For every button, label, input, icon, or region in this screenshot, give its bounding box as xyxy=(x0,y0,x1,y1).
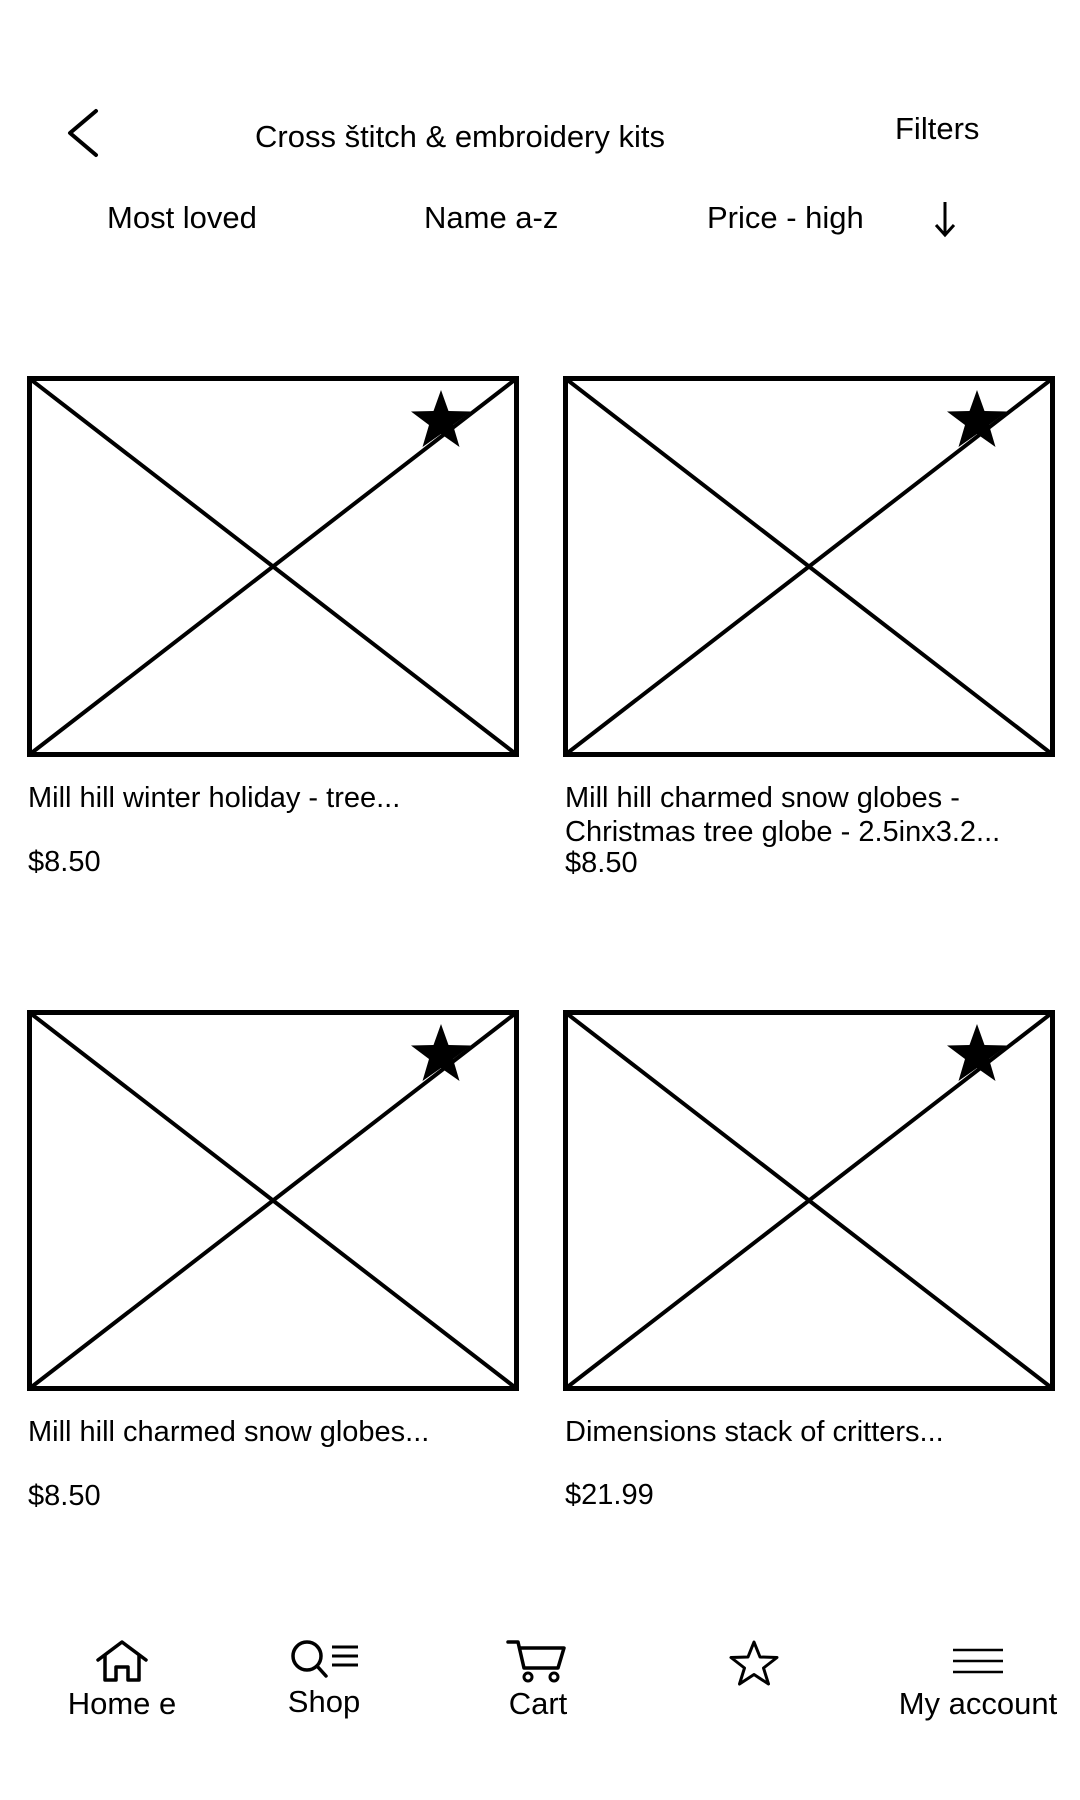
favorite-button[interactable] xyxy=(408,388,474,450)
product-price: $8.50 xyxy=(28,1480,101,1512)
product-name-line: Mill hill charmed snow globes - xyxy=(565,782,960,814)
nav-cart[interactable]: Cart xyxy=(478,1638,598,1722)
star-filled-icon xyxy=(947,390,1007,447)
image-placeholder-icon xyxy=(563,1010,1055,1391)
sort-direction-button[interactable] xyxy=(930,196,960,240)
product-image[interactable] xyxy=(27,1010,519,1391)
sort-most-loved[interactable]: Most loved xyxy=(107,200,257,235)
product-image[interactable] xyxy=(563,1010,1055,1391)
favorite-button[interactable] xyxy=(944,388,1010,450)
cart-icon xyxy=(478,1638,598,1684)
home-icon xyxy=(62,1638,182,1684)
product-image[interactable] xyxy=(563,376,1055,757)
sort-price-high[interactable]: Price - high xyxy=(707,200,864,235)
favorite-button[interactable] xyxy=(944,1022,1010,1084)
product-name[interactable]: Mill hill winter holiday - tree... xyxy=(28,782,401,814)
nav-account-label: My account xyxy=(898,1686,1058,1721)
image-placeholder-icon xyxy=(27,376,519,757)
nav-shop-label: Shop xyxy=(287,1684,361,1719)
arrow-down-icon xyxy=(934,202,956,238)
hamburger-menu-icon xyxy=(888,1640,1068,1684)
product-name[interactable]: Dimensions stack of critters... xyxy=(565,1416,944,1448)
nav-shop[interactable]: Shop xyxy=(264,1636,384,1720)
page-title: Cross štitch & embroidery kits xyxy=(255,119,665,154)
image-placeholder-icon xyxy=(27,1010,519,1391)
nav-home-label: Home e xyxy=(67,1686,177,1721)
star-filled-icon xyxy=(947,1024,1007,1081)
filters-button[interactable]: Filters xyxy=(895,111,980,146)
product-price: $21.99 xyxy=(565,1479,654,1511)
image-placeholder-icon xyxy=(563,376,1055,757)
product-name[interactable]: Mill hill charmed snow globes... xyxy=(28,1416,430,1448)
chevron-left-icon xyxy=(68,109,98,157)
product-image[interactable] xyxy=(27,376,519,757)
nav-cart-label: Cart xyxy=(508,1686,568,1721)
back-button[interactable] xyxy=(62,105,106,161)
sort-name-az[interactable]: Name a-z xyxy=(424,200,559,235)
product-name-line: Christmas tree globe - 2.5inx3.2... xyxy=(565,816,1001,848)
search-menu-icon xyxy=(264,1636,384,1682)
product-price: $8.50 xyxy=(28,846,101,878)
star-filled-icon xyxy=(411,390,471,447)
favorite-button[interactable] xyxy=(408,1022,474,1084)
star-filled-icon xyxy=(411,1024,471,1081)
star-outline-icon xyxy=(722,1640,786,1686)
nav-favorites[interactable] xyxy=(722,1640,786,1686)
nav-account[interactable]: My account xyxy=(888,1640,1068,1722)
product-price: $8.50 xyxy=(565,847,638,879)
nav-home[interactable]: Home e xyxy=(62,1638,182,1722)
product-name[interactable]: Mill hill charmed snow globes - Christma… xyxy=(565,781,1065,849)
